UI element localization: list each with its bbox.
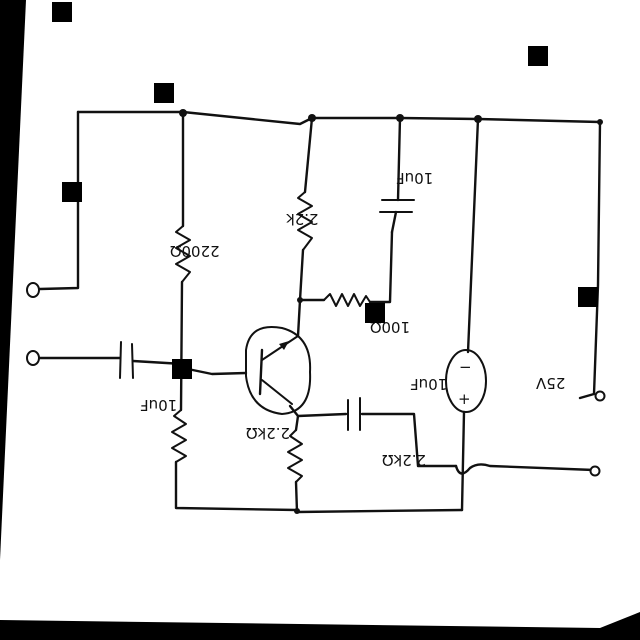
emitter-cap-right-wire (360, 412, 458, 468)
emitter-down-wire (294, 414, 300, 432)
capacitor-emitter (347, 397, 361, 431)
marker-square (365, 303, 385, 323)
terminals (26, 282, 606, 477)
resistor-collector-load (323, 293, 371, 307)
label-r-top-mid: 2.2k (286, 210, 319, 228)
label-cap-top: 10uF (396, 169, 433, 187)
marker-square (52, 2, 72, 22)
label-source: 25V (535, 374, 565, 392)
junction-dot (597, 119, 603, 125)
source-sign-bottom: + (458, 390, 471, 408)
divider-lower-wire (174, 460, 299, 512)
transistor-base-bar (258, 348, 264, 396)
marker-square (62, 182, 82, 202)
source-circle (445, 349, 487, 413)
resistor-bottom-mid (287, 429, 303, 483)
resistor-top-left (175, 225, 191, 283)
fiducial-markers (52, 2, 598, 379)
junctions (179, 109, 603, 514)
collector-load-right-wire (368, 230, 394, 304)
input-top-wire (38, 110, 80, 291)
junction-dot (294, 508, 300, 514)
marker-square (528, 46, 548, 66)
output-terminal-top (594, 390, 606, 402)
output-terminal-bottom (589, 465, 601, 477)
transistor-arrow-icon (279, 341, 289, 350)
junction-dot (308, 114, 316, 122)
transistor-emitter-leg (261, 379, 293, 405)
junction-dot (179, 109, 187, 117)
junction-dot (474, 115, 482, 123)
label-r-bottom-left: 2.2kΩ (246, 424, 290, 442)
paper-shadow-left (0, 0, 26, 560)
source-lower-wire (460, 410, 466, 512)
resistor-bottom-left (171, 409, 187, 463)
marker-square (172, 359, 192, 379)
transistor (245, 326, 312, 415)
source-sign-top: − (459, 358, 472, 376)
transistor-collector-leg (261, 335, 299, 361)
transistor-envelope (245, 326, 312, 415)
collector-upper-wire (303, 116, 314, 194)
capacitor-input (119, 341, 134, 379)
divider-mid-wire (179, 280, 184, 412)
base-wire (181, 366, 248, 376)
voltage-source: − + (445, 349, 487, 413)
label-cap-input: 10uF (140, 396, 177, 414)
output-crossover-wire (454, 463, 596, 475)
junction-dot (396, 114, 404, 122)
label-cap-emitter: 10uF (410, 375, 447, 393)
right-rail-wire (578, 120, 602, 400)
label-r-bottom-mid: 2.2kΩ (382, 451, 426, 469)
top-cap-lower-wire (390, 210, 398, 234)
marker-square (154, 83, 174, 103)
source-upper-wire (466, 117, 480, 354)
resistor-top-mid (297, 191, 313, 251)
junction-dot (297, 297, 303, 303)
input-terminal-bottom (26, 350, 40, 366)
top-cap-upper-wire (396, 116, 402, 202)
capacitor-top (379, 199, 415, 213)
marker-square (578, 287, 598, 307)
label-r-top-left: 2200Ω (170, 242, 220, 260)
input-terminal-top (26, 282, 40, 298)
